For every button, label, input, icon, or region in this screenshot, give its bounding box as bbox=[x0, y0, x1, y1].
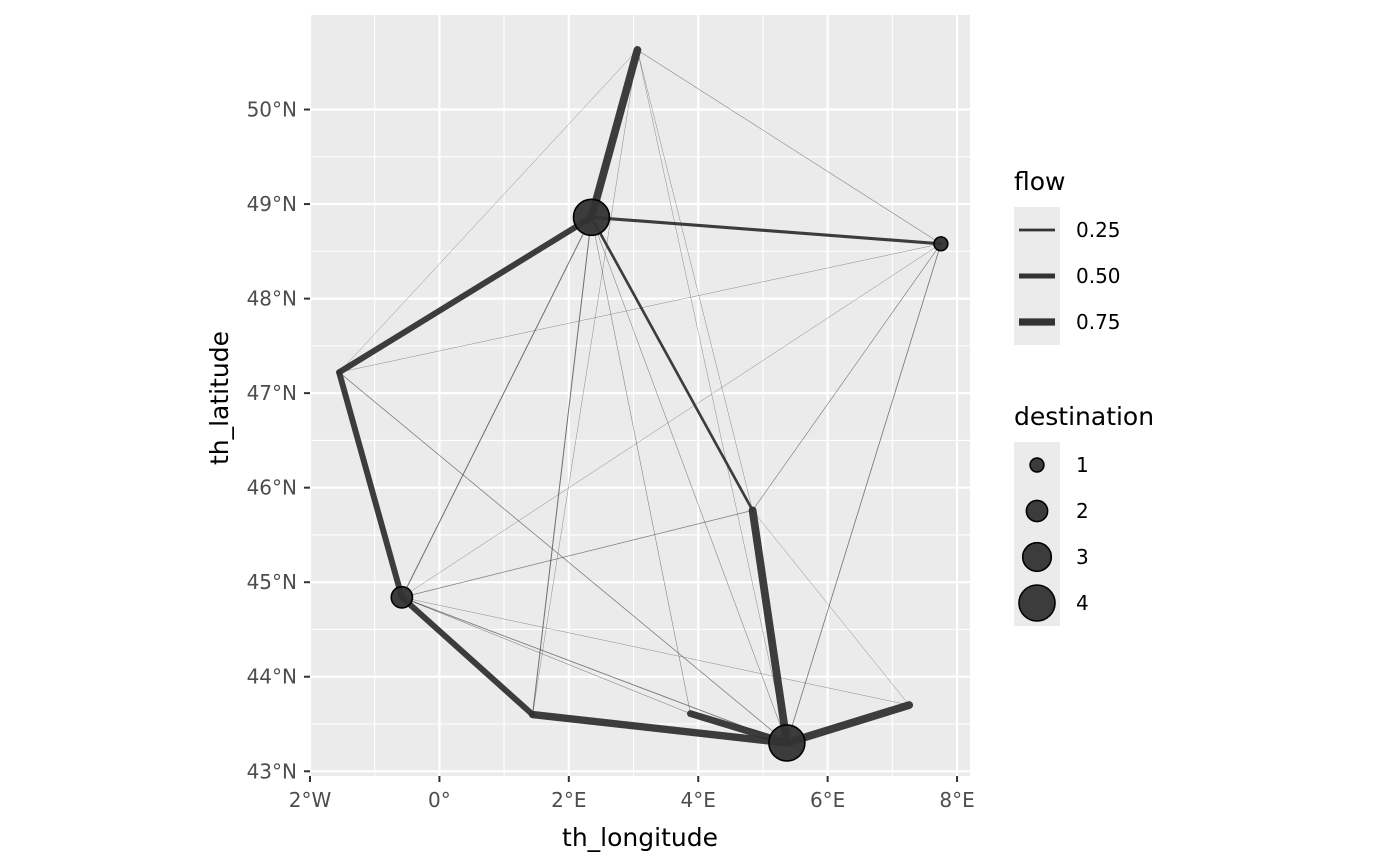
y-axis-title: th_latitude bbox=[205, 331, 234, 465]
legend-label: 4 bbox=[1076, 591, 1089, 615]
legend-key-point bbox=[1021, 541, 1053, 573]
y-tick-label: 47°N bbox=[247, 381, 297, 405]
legend-line-width: flow 0.25 0.50 0.75 bbox=[1014, 167, 1121, 345]
flow-line bbox=[398, 594, 536, 718]
y-tick-label: 48°N bbox=[247, 287, 297, 311]
legend-title: destination bbox=[1014, 402, 1154, 431]
y-tick-label: 50°N bbox=[247, 98, 297, 122]
legend-label: 0.25 bbox=[1076, 218, 1121, 242]
y-tick-label: 43°N bbox=[247, 759, 297, 783]
flow-line bbox=[532, 216, 592, 716]
x-axis: 2°W 0° 2°E 4°E 6°E 8°E bbox=[289, 776, 975, 812]
flow-line bbox=[401, 596, 788, 744]
flow-line bbox=[752, 243, 942, 511]
flow-line bbox=[786, 243, 942, 744]
x-tick-label: 8°E bbox=[939, 788, 974, 812]
x-tick-label: 0° bbox=[428, 788, 451, 812]
flow-line bbox=[748, 506, 791, 747]
x-tick-label: 2°W bbox=[289, 788, 332, 812]
destination-points bbox=[390, 198, 949, 762]
destination-point bbox=[933, 236, 949, 252]
flow-line bbox=[336, 369, 405, 601]
flow-line bbox=[336, 214, 595, 376]
flow-line bbox=[782, 701, 914, 747]
flow-line bbox=[532, 49, 638, 715]
legend-label: 0.75 bbox=[1076, 310, 1121, 334]
x-tick-label: 2°E bbox=[551, 788, 586, 812]
y-tick-label: 44°N bbox=[247, 665, 297, 689]
y-axis: 43°N 44°N 45°N 46°N 47°N 48°N 49°N 50°N bbox=[247, 98, 310, 783]
flow-line bbox=[401, 597, 691, 714]
y-tick-label: 46°N bbox=[247, 476, 297, 500]
flow-line bbox=[401, 216, 592, 598]
legend-label: 2 bbox=[1076, 499, 1089, 523]
legend-point-size: destination 1 2 3 4 bbox=[1014, 402, 1154, 626]
y-tick-label: 49°N bbox=[247, 192, 297, 216]
x-axis-title: th_longitude bbox=[562, 823, 718, 852]
flow-line bbox=[591, 217, 788, 744]
x-tick-label: 6°E bbox=[810, 788, 845, 812]
legend-label: 3 bbox=[1076, 545, 1089, 569]
flow-line bbox=[589, 215, 943, 246]
legends: flow 0.25 0.50 0.75 destination 1 2 3 4 bbox=[1014, 167, 1154, 626]
legend-label: 0.50 bbox=[1076, 264, 1121, 288]
legend-key-point bbox=[1018, 584, 1056, 622]
y-tick-label: 45°N bbox=[247, 570, 297, 594]
flow-line bbox=[637, 49, 788, 744]
legend-title: flow bbox=[1014, 167, 1066, 196]
flow-line bbox=[338, 49, 638, 373]
flow-line bbox=[637, 49, 942, 245]
destination-point bbox=[390, 585, 414, 609]
legend-label: 1 bbox=[1076, 453, 1089, 477]
grid-major bbox=[308, 15, 970, 776]
flow-line bbox=[401, 597, 910, 706]
legend-key-point bbox=[1029, 457, 1045, 473]
flow-lines bbox=[336, 46, 943, 747]
destination-point bbox=[572, 198, 611, 237]
plot-panel bbox=[310, 15, 970, 776]
flow-line bbox=[528, 710, 791, 747]
flow-line bbox=[587, 46, 642, 222]
legend-key-point bbox=[1025, 499, 1049, 523]
flow-line bbox=[401, 243, 942, 598]
x-tick-label: 4°E bbox=[681, 788, 716, 812]
flow-line bbox=[590, 215, 754, 512]
destination-point bbox=[768, 724, 806, 762]
flow-line bbox=[637, 49, 753, 511]
flow-line bbox=[401, 509, 753, 598]
flow-line bbox=[752, 510, 910, 706]
flow-line bbox=[591, 217, 691, 714]
